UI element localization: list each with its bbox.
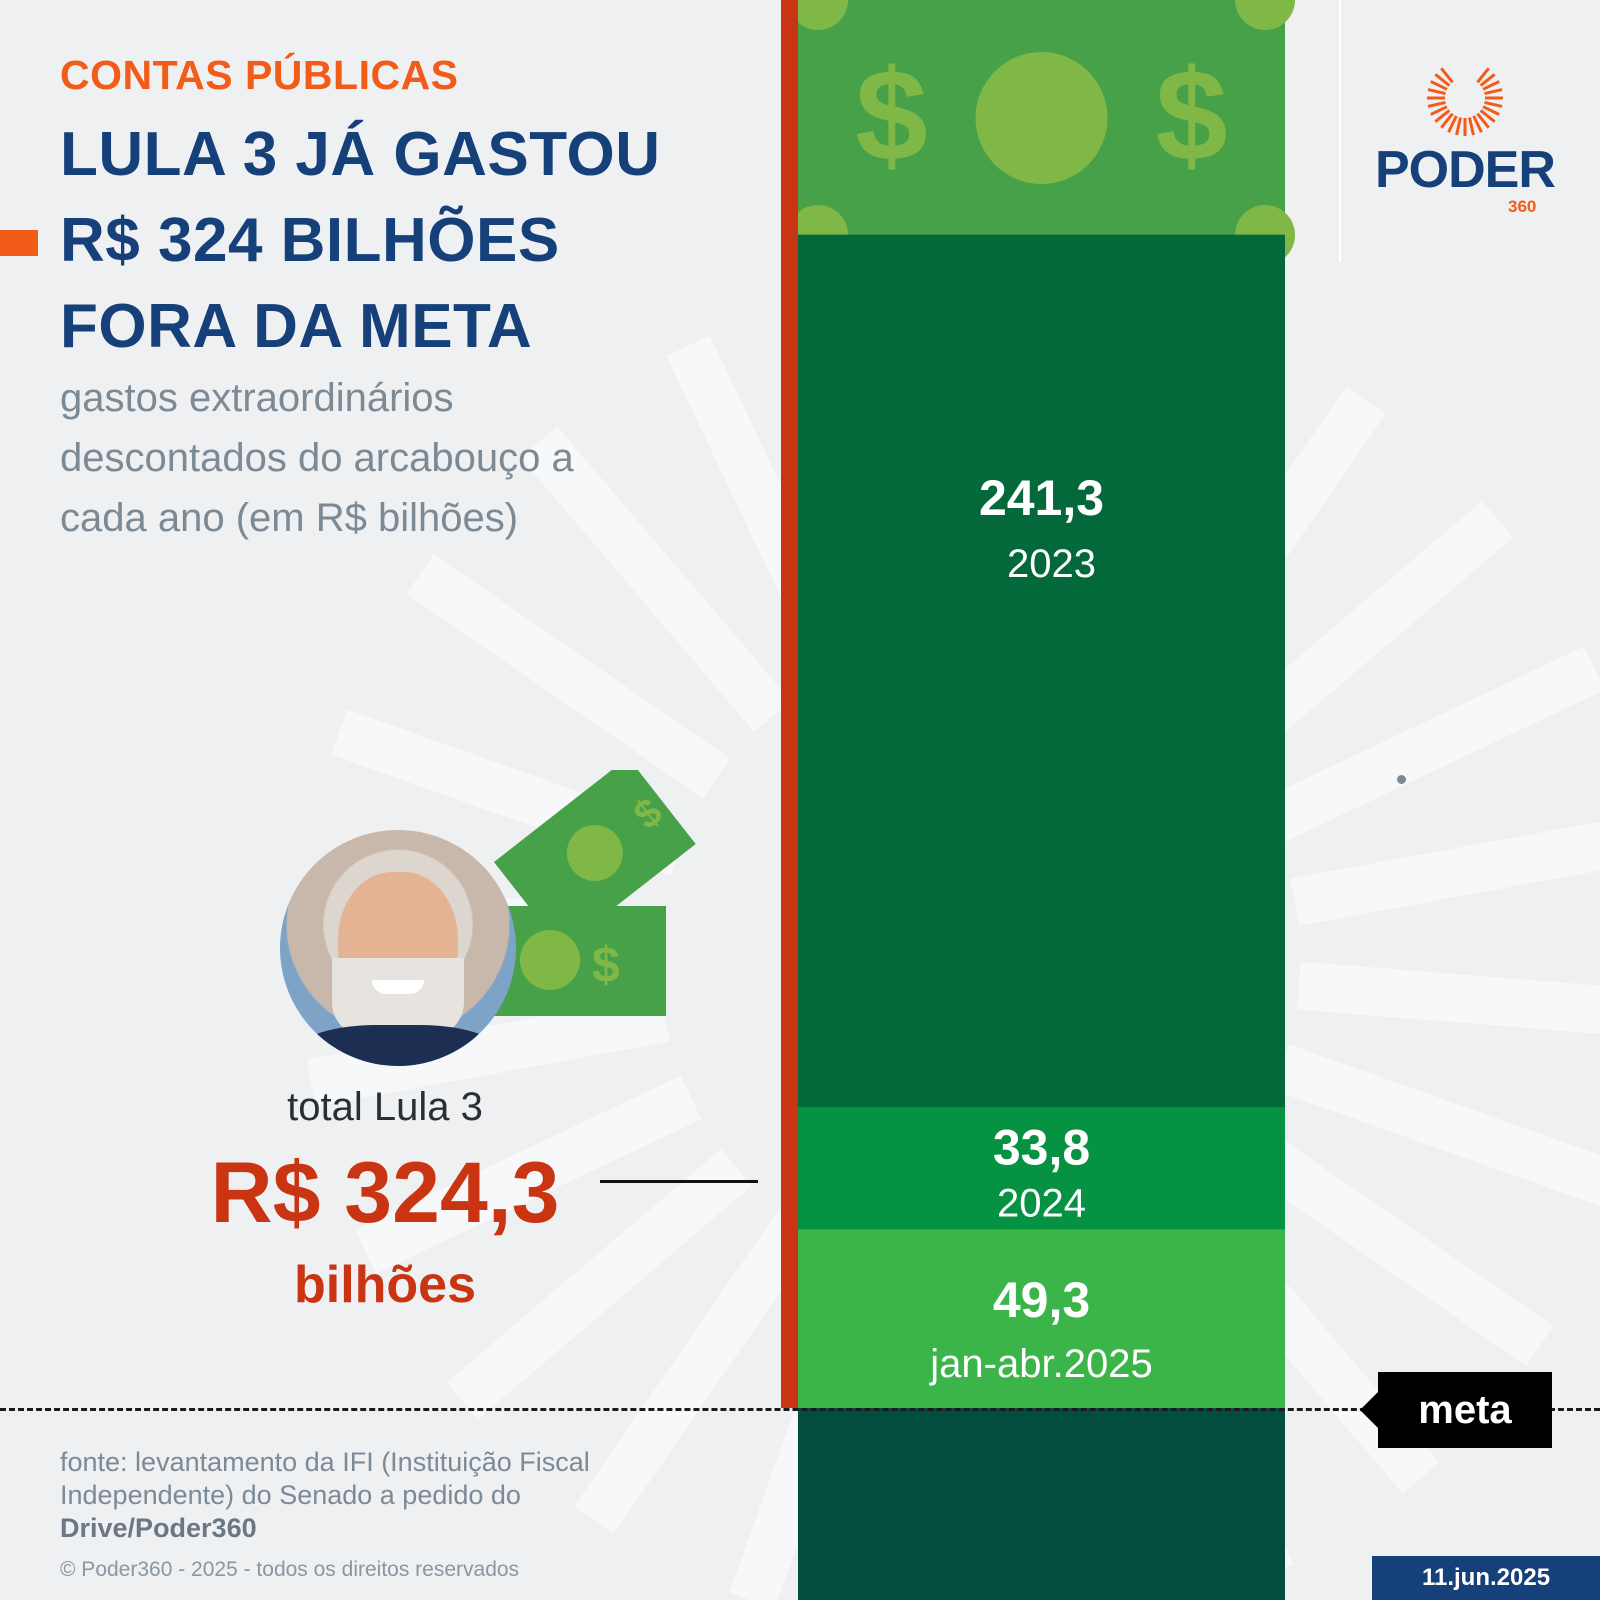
- total-label: total Lula 3: [287, 1085, 483, 1129]
- logo-ray: [1430, 80, 1448, 91]
- subtitle-line: gastos extraordinários: [60, 376, 454, 420]
- bar-segment-2024: [798, 1107, 1285, 1230]
- background-ray: [1290, 813, 1600, 926]
- logo-ray: [1427, 100, 1446, 108]
- copyright: © Poder360 - 2025 - todos os direitos re…: [60, 1558, 520, 1581]
- svg-text:$: $: [1155, 42, 1227, 188]
- logo-ray: [1447, 115, 1458, 133]
- logo-sub: 360: [1508, 197, 1537, 216]
- logo-ray: [1430, 105, 1448, 116]
- logo-ray: [1476, 112, 1490, 129]
- kicker: CONTAS PÚBLICAS: [60, 52, 459, 98]
- background-ray: [574, 1209, 819, 1534]
- logo-ray: [1472, 115, 1483, 133]
- headline-line: LULA 3 JÁ GASTOU: [60, 120, 661, 189]
- background-ray: [406, 554, 731, 799]
- logo-ray: [1467, 117, 1475, 136]
- logo-ray: [1482, 105, 1500, 116]
- meta-badge: meta: [1360, 1372, 1552, 1448]
- meta-dashed-line: [0, 1408, 1600, 1411]
- portrait-photo: [280, 830, 516, 1066]
- banknotes-illustration: $ $: [490, 770, 696, 1016]
- value-label: 49,3: [993, 1272, 1090, 1328]
- background-ray: [1229, 1121, 1554, 1366]
- suit-shape: [290, 1025, 506, 1066]
- logo-wordmark: PODER: [1375, 141, 1556, 199]
- svg-text:$: $: [592, 937, 620, 993]
- background-ray: [520, 426, 791, 732]
- sun-logo-icon: [1427, 67, 1503, 136]
- category-label: 2023: [1007, 542, 1096, 586]
- total-leader-line: [600, 1180, 758, 1183]
- total-value: R$ 324,3: [210, 1145, 560, 1241]
- source-note: fonte: levantamento da IFI (Instituição …: [60, 1446, 700, 1545]
- logo-ray: [1479, 109, 1496, 123]
- logo-ray: [1440, 112, 1454, 129]
- category-label: jan-abr.2025: [929, 1342, 1152, 1386]
- accent-marker: [0, 230, 38, 256]
- logo-ray: [1434, 109, 1451, 123]
- header-divider: [1339, 0, 1341, 262]
- category-label: 2024: [997, 1182, 1086, 1226]
- subtitle-line: descontados do arcabouço a: [60, 436, 574, 480]
- decorative-dot: [1397, 775, 1406, 784]
- total-spine: [781, 0, 798, 1408]
- headline-line: R$ 324 BILHÕES: [60, 206, 560, 275]
- logo-ray: [1479, 73, 1496, 87]
- value-label: 33,8: [993, 1120, 1090, 1176]
- background-ray: [355, 1075, 702, 1274]
- background-ray: [1273, 1044, 1600, 1211]
- background-ray: [1297, 961, 1600, 1039]
- subtitle-line: cada ano (em R$ bilhões): [60, 496, 519, 540]
- logo-ray: [1482, 80, 1500, 91]
- value-label: 241,3: [979, 470, 1104, 526]
- source-bold: Drive/Poder360: [60, 1513, 257, 1543]
- bar-segment-2023: [798, 234, 1285, 1108]
- logo-ray: [1427, 88, 1446, 96]
- total-unit: bilhões: [293, 1256, 477, 1314]
- background-ray: [1258, 646, 1600, 845]
- headline-line: FORA DA META: [60, 292, 533, 361]
- smile-shape: [372, 980, 424, 994]
- below-meta-block: [798, 1408, 1285, 1600]
- logo-ray: [1440, 67, 1454, 84]
- source-text: fonte: levantamento da IFI (Instituição …: [60, 1447, 590, 1510]
- headline: LULA 3 JÁ GASTOU R$ 324 BILHÕES FORA DA …: [60, 112, 661, 370]
- date-badge: 11.jun.2025: [1372, 1556, 1600, 1600]
- subtitle: gastos extraordinários descontados do ar…: [60, 368, 740, 548]
- stacked-bar-chart: $ $49,3 jan-abr.2025 33,8 2024 241,3 2023: [781, 0, 1295, 1600]
- logo-ray: [1484, 88, 1503, 96]
- bar-segment-jan-abr.2025: [798, 1229, 1285, 1408]
- logo-ray: [1484, 100, 1503, 108]
- logo-ray: [1476, 67, 1490, 84]
- svg-text:$: $: [855, 42, 927, 188]
- logo-ray: [1434, 73, 1451, 87]
- background-ray: [446, 1149, 752, 1420]
- logo-ray: [1455, 117, 1463, 136]
